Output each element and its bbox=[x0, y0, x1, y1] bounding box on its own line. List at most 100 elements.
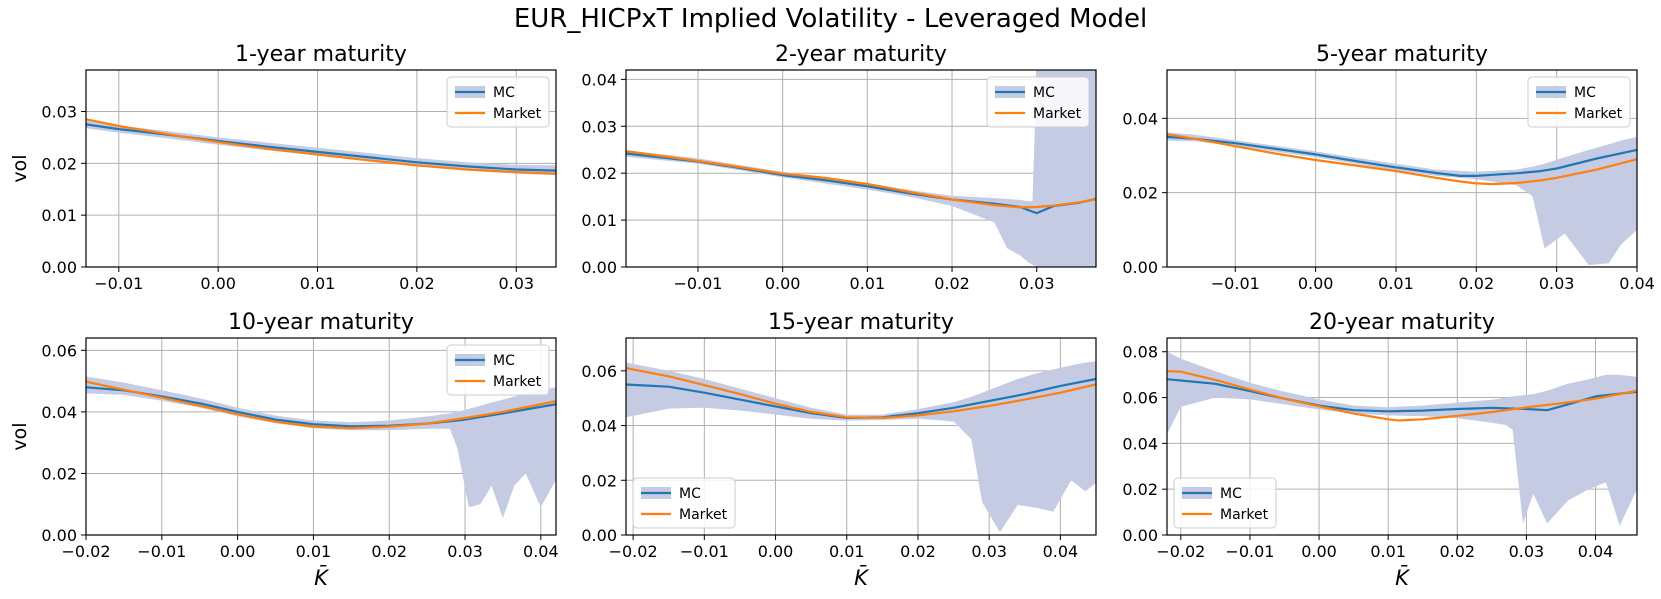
y-tick-label: 0.02 bbox=[581, 471, 617, 490]
y-tick-label: 0.00 bbox=[1122, 526, 1158, 545]
legend: MC Market bbox=[446, 344, 550, 396]
y-tick-label: 0.00 bbox=[41, 258, 77, 277]
x-tick-label: −0.02 bbox=[1156, 542, 1205, 561]
y-tick-label: 0.00 bbox=[581, 526, 617, 545]
x-tick-label: −0.01 bbox=[680, 542, 729, 561]
x-tick-label: 0.02 bbox=[900, 542, 936, 561]
x-tick-label: −0.01 bbox=[137, 542, 186, 561]
x-tick-label: −0.02 bbox=[609, 542, 658, 561]
y-tick-label: 0.00 bbox=[41, 526, 77, 545]
legend-label-mc: MC bbox=[1033, 85, 1055, 101]
legend-label-mc: MC bbox=[679, 486, 701, 502]
subplot-5: −0.02 −0.01 0.00 0.01 0.02 0.03 0.04 0.00 0.02 0.… bbox=[581, 310, 1097, 590]
subplot-title: 2-year maturity bbox=[775, 42, 947, 67]
x-tick-label: −0.01 bbox=[1211, 274, 1260, 293]
y-tick-label: 0.04 bbox=[581, 417, 617, 436]
series-line-market bbox=[1167, 370, 1637, 422]
y-tick-label: 0.04 bbox=[41, 403, 77, 422]
legend-label-market: Market bbox=[493, 106, 542, 122]
axes-frame bbox=[85, 69, 557, 268]
mc-confidence-band bbox=[86, 120, 556, 176]
x-tick-label: −0.02 bbox=[61, 542, 110, 561]
y-tick-label: 0.08 bbox=[1122, 343, 1158, 362]
x-tick-label: 0.00 bbox=[758, 542, 794, 561]
series-line-market bbox=[86, 380, 556, 430]
x-tick-label: 0.01 bbox=[829, 542, 865, 561]
x-tick-label: −0.01 bbox=[94, 274, 143, 293]
subplot-title: 10-year maturity bbox=[228, 310, 414, 335]
x-tick-label: 0.00 bbox=[220, 542, 256, 561]
y-tick-label: 0.01 bbox=[581, 211, 617, 230]
legend-label-market: Market bbox=[493, 374, 542, 390]
x-tick-label: 0.00 bbox=[1298, 274, 1334, 293]
y-tick-label: 0.06 bbox=[1122, 389, 1158, 408]
subplot-title: 20-year maturity bbox=[1309, 310, 1495, 335]
legend-label-mc: MC bbox=[493, 85, 515, 101]
x-tick-label: 0.04 bbox=[1578, 542, 1614, 561]
x-tick-label: 0.03 bbox=[498, 274, 534, 293]
y-tick-label: 0.01 bbox=[41, 206, 77, 225]
y-tick-label: 0.03 bbox=[41, 102, 77, 121]
legend: MC Market bbox=[632, 477, 736, 529]
legend-label-market: Market bbox=[1574, 106, 1623, 122]
y-tick-label: 0.03 bbox=[581, 117, 617, 136]
x-tick-label: 0.01 bbox=[296, 542, 332, 561]
subplot-title: 5-year maturity bbox=[1316, 42, 1488, 67]
x-tick-label: 0.00 bbox=[200, 274, 236, 293]
axes-frame bbox=[625, 337, 1097, 536]
series-line-market bbox=[86, 118, 556, 175]
y-axis-label: vol bbox=[9, 154, 31, 182]
x-tick-label: 0.01 bbox=[300, 274, 336, 293]
series-line-market bbox=[626, 367, 1096, 419]
subplot-title: 1-year maturity bbox=[235, 42, 407, 67]
y-tick-label: 0.04 bbox=[581, 70, 617, 89]
subplot-6: −0.02 −0.01 0.00 0.01 0.02 0.03 0.04 0.00 0.02 0.… bbox=[1122, 310, 1638, 590]
x-tick-label: 0.02 bbox=[1439, 542, 1475, 561]
y-tick-label: 0.04 bbox=[1122, 434, 1158, 453]
legend-label-market: Market bbox=[1220, 507, 1269, 523]
x-axis-label: K̄ bbox=[314, 565, 330, 590]
subplot-2: −0.01 0.00 0.01 0.02 0.03 0.00 0.01 0.02 0.03 0.0… bbox=[581, 42, 1097, 293]
x-axis-label: K̄ bbox=[854, 565, 870, 590]
x-tick-label: 0.03 bbox=[1539, 274, 1575, 293]
legend: MC Market bbox=[1173, 477, 1277, 529]
x-tick-label: 0.01 bbox=[850, 274, 886, 293]
x-tick-label: 0.00 bbox=[1301, 542, 1337, 561]
x-tick-label: 0.01 bbox=[1378, 274, 1414, 293]
x-tick-label: 0.03 bbox=[447, 542, 483, 561]
x-tick-label: −0.01 bbox=[1225, 542, 1274, 561]
x-tick-label: 0.04 bbox=[523, 542, 559, 561]
x-tick-label: 0.03 bbox=[1019, 274, 1055, 293]
y-tick-label: 0.00 bbox=[1122, 258, 1158, 277]
x-tick-label: −0.01 bbox=[673, 274, 722, 293]
legend: MC Market bbox=[1527, 76, 1631, 128]
y-tick-label: 0.06 bbox=[581, 362, 617, 381]
subplot-4: −0.02 −0.01 0.00 0.01 0.02 0.03 0.04 0.00 0.02 0.… bbox=[9, 310, 559, 590]
y-tick-label: 0.02 bbox=[1122, 480, 1158, 499]
figure-title: EUR_HICPxT Implied Volatility - Leverage… bbox=[513, 4, 1148, 34]
axes-frame bbox=[625, 69, 1097, 268]
legend: MC Market bbox=[446, 76, 550, 128]
x-tick-label: 0.04 bbox=[1619, 274, 1655, 293]
x-tick-label: 0.02 bbox=[1459, 274, 1495, 293]
axes-frame bbox=[85, 337, 557, 536]
legend-label-mc: MC bbox=[1574, 85, 1596, 101]
x-tick-label: 0.00 bbox=[765, 274, 801, 293]
mc-confidence-band bbox=[1167, 132, 1637, 266]
mc-confidence-band bbox=[1167, 351, 1637, 526]
legend-label-mc: MC bbox=[493, 353, 515, 369]
x-axis-label: K̄ bbox=[1395, 565, 1411, 590]
axes-frame bbox=[1166, 337, 1638, 536]
x-tick-label: 0.02 bbox=[371, 542, 407, 561]
subplot-3: −0.01 0.00 0.01 0.02 0.03 0.04 0.00 0.02 0.04 5-y… bbox=[1122, 42, 1654, 293]
x-tick-label: 0.04 bbox=[1043, 542, 1079, 561]
x-tick-label: 0.02 bbox=[934, 274, 970, 293]
axes-frame bbox=[1166, 69, 1638, 268]
mc-confidence-band bbox=[86, 376, 556, 519]
x-tick-label: 0.02 bbox=[399, 274, 435, 293]
y-tick-label: 0.06 bbox=[41, 341, 77, 360]
legend-label-market: Market bbox=[679, 507, 728, 523]
y-axis-label: vol bbox=[9, 422, 31, 450]
series-line-mc bbox=[86, 123, 556, 172]
